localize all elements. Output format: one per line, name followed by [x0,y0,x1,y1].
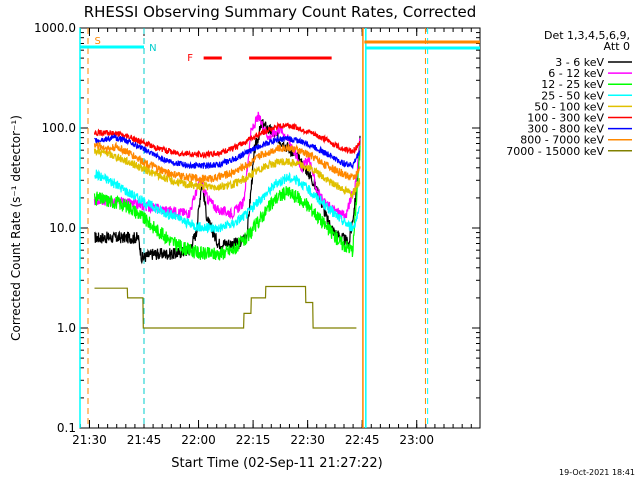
series-line [94,285,357,329]
x-tick-label: 22:00 [181,433,216,447]
legend-header: Det 1,3,4,5,6,9, [544,29,630,42]
chart-title: RHESSI Observing Summary Count Rates, Co… [84,3,477,21]
legend-label: 25 - 50 keV [541,89,604,102]
legend-label: 100 - 300 keV [527,112,604,125]
x-tick-label: 22:15 [236,433,271,447]
series-line [93,145,361,261]
series-line [94,169,361,234]
y-tick-label: 1.0 [57,321,76,335]
legend-label: 3 - 6 keV [555,56,604,69]
flare-marker-label: F [187,53,193,64]
series-line [94,133,361,170]
y-tick-label: 0.1 [57,421,76,435]
series-line [93,147,361,200]
interval-marker-label: N [149,43,156,54]
y-tick-label: 100.0 [42,121,76,135]
y-axis-label: Corrected Count Rate (s⁻¹ detector⁻¹) [9,115,23,341]
x-tick-label: 22:45 [345,433,380,447]
timestamp-note: 19-Oct-2021 18:41 [559,468,635,477]
x-tick-label: 23:00 [399,433,434,447]
series-line [93,121,361,160]
series-line [93,141,361,185]
x-axis: 21:30 21:45 22:00 22:15 22:30 22:45 23:00 [72,28,472,447]
x-axis-label: Start Time (02-Sep-11 21:27:22) [171,456,382,471]
legend-label: 50 - 100 keV [534,100,604,113]
x-tick-label: 21:45 [127,433,162,447]
legend-label: 6 - 12 keV [548,67,604,80]
legend-label: 12 - 25 keV [541,78,604,91]
legend-label: 7000 - 15000 keV [506,145,604,158]
legend-label: 300 - 800 keV [527,123,604,136]
annotation-layer: S N F [79,28,480,428]
y-axis: 0.1 1.0 10.0 100.0 1000.0 [34,21,480,435]
y-tick-label: 1000.0 [34,21,76,35]
interval-marker-label: S [95,36,101,47]
x-tick-label: 21:30 [72,433,107,447]
plot-frame [79,27,481,429]
x-tick-label: 22:30 [290,433,325,447]
legend-label: 800 - 7000 keV [520,134,604,147]
legend-header: Att 0 [604,40,630,53]
y-tick-label: 10.0 [49,221,76,235]
series-layer [93,111,361,329]
